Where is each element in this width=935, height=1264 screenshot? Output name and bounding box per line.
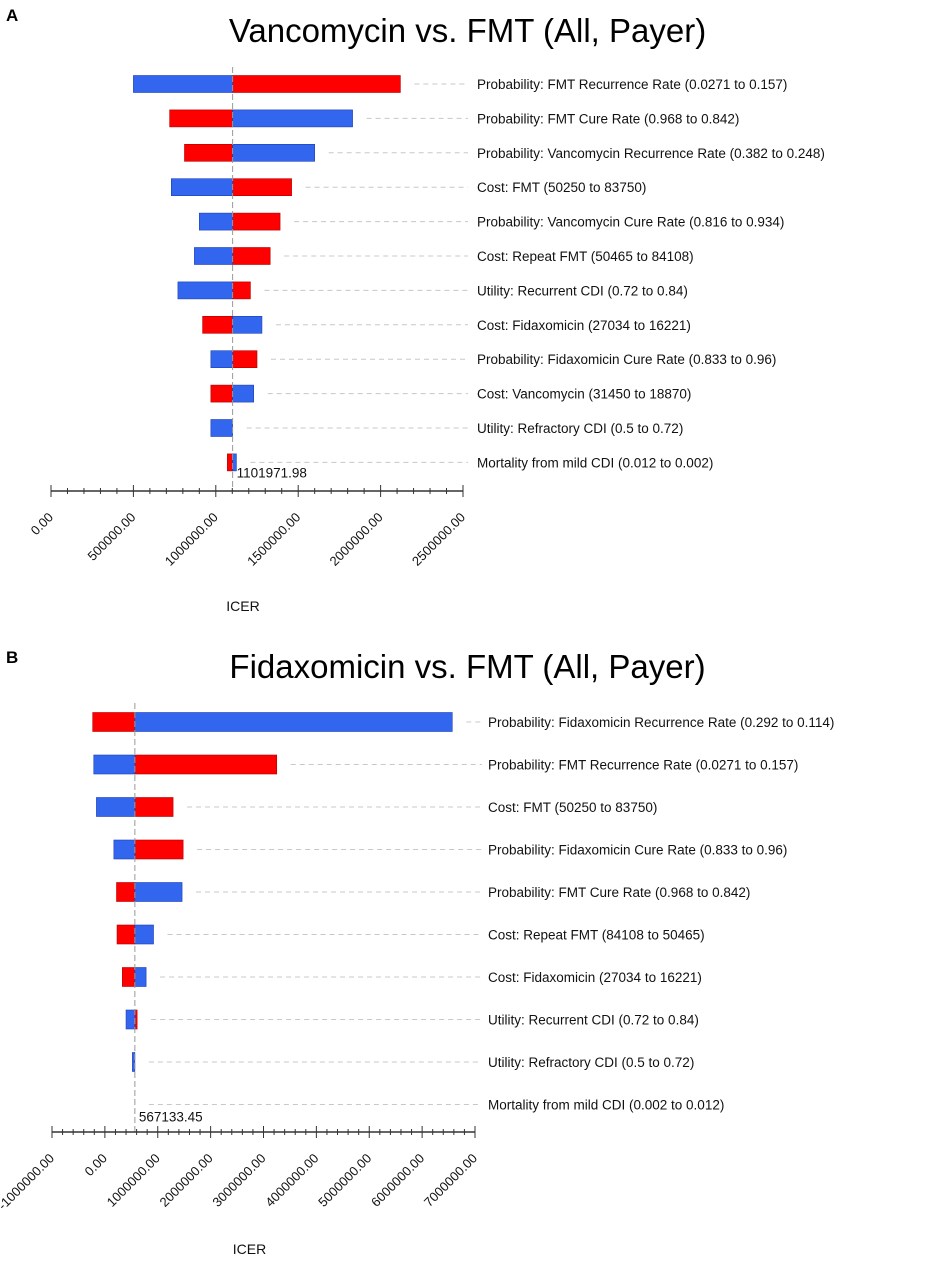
- row-label: Utility: Refractory CDI (0.5 to 0.72): [488, 1055, 694, 1070]
- x-tick-label: 0.00: [81, 1151, 110, 1180]
- x-tick-label: 1000000.00: [162, 510, 221, 569]
- row-label: Cost: FMT (50250 to 83750): [477, 180, 646, 195]
- x-tick-label: 2500000.00: [409, 510, 468, 569]
- bar-high: [125, 1009, 136, 1030]
- bar-high: [232, 109, 353, 128]
- x-axis-label: ICER: [233, 1241, 266, 1257]
- row-label: Utility: Recurrent CDI (0.72 to 0.84): [488, 1013, 699, 1028]
- base-value-label: 1101971.98: [237, 465, 307, 480]
- bar-low: [232, 75, 401, 93]
- bar-high: [232, 315, 263, 334]
- row-label: Probability: Fidaxomicin Cure Rate (0.83…: [477, 352, 776, 367]
- bar-high: [232, 384, 255, 403]
- bar-high: [134, 967, 147, 987]
- bar-high: [177, 281, 233, 300]
- row-label: Cost: Repeat FMT (84108 to 50465): [488, 928, 705, 943]
- bar-low: [232, 350, 258, 369]
- bar-high: [134, 882, 183, 902]
- bar-low: [134, 754, 278, 775]
- bar-low: [232, 247, 271, 265]
- bar-low: [122, 967, 136, 987]
- x-tick-label: 0.00: [28, 510, 57, 539]
- row-label: Probability: FMT Recurrence Rate (0.0271…: [488, 758, 798, 773]
- tornado-chart-a: Probability: FMT Recurrence Rate (0.0271…: [28, 67, 825, 614]
- row-label: Probability: Vancomycin Recurrence Rate …: [477, 146, 825, 161]
- chart-title: Vancomycin vs. FMT (All, Payer): [228, 12, 707, 49]
- row-label: Probability: Fidaxomicin Cure Rate (0.83…: [488, 843, 787, 858]
- panel-label: A: [6, 6, 19, 25]
- bar-low: [184, 144, 233, 162]
- panel-a: A Vancomycin vs. FMT (All, Payer) Probab…: [6, 6, 825, 614]
- x-tick-label: -1000000.00: [0, 1151, 57, 1213]
- chart-title: Fidaxomicin vs. FMT (All, Payer): [229, 648, 706, 685]
- x-tick-label: 3000000.00: [209, 1151, 268, 1210]
- x-tick-label: 1500000.00: [244, 510, 303, 569]
- row-label: Cost: FMT (50250 to 83750): [488, 800, 657, 815]
- bar-high: [232, 144, 315, 162]
- x-tick-label: 7000000.00: [421, 1151, 480, 1210]
- bar-high: [199, 212, 233, 231]
- bar-high: [113, 839, 136, 860]
- x-tick-label: 4000000.00: [262, 1151, 321, 1210]
- bar-low: [227, 453, 233, 472]
- bar-low: [116, 924, 136, 945]
- x-tick-label: 5000000.00: [315, 1151, 374, 1210]
- bar-high: [194, 247, 233, 265]
- bar-high: [133, 75, 233, 93]
- bar-high: [210, 350, 233, 369]
- bar-high: [171, 178, 233, 196]
- x-tick-label: 1000000.00: [104, 1151, 163, 1210]
- row-label: Cost: Fidaxomicin (27034 to 16221): [488, 970, 702, 985]
- row-label: Utility: Recurrent CDI (0.72 to 0.84): [477, 283, 688, 298]
- row-label: Probability: FMT Cure Rate (0.968 to 0.8…: [477, 111, 739, 126]
- panel-label: B: [6, 648, 19, 667]
- bar-high: [210, 419, 233, 437]
- bar-low: [169, 109, 233, 128]
- x-tick-label: 2000000.00: [327, 510, 386, 569]
- bar-low: [232, 281, 251, 300]
- bar-low: [232, 178, 292, 196]
- base-value-label: 567133.45: [139, 1110, 203, 1125]
- row-label: Probability: FMT Recurrence Rate (0.0271…: [477, 77, 787, 92]
- bar-high: [134, 924, 154, 945]
- row-label: Probability: Vancomycin Cure Rate (0.816…: [477, 215, 784, 230]
- x-tick-label: 2000000.00: [157, 1151, 216, 1210]
- row-label: Cost: Repeat FMT (50465 to 84108): [477, 249, 694, 264]
- x-axis-label: ICER: [226, 598, 259, 614]
- bar-low: [92, 712, 136, 732]
- bar-low: [210, 384, 233, 403]
- bar-low: [134, 839, 184, 860]
- bar-high: [134, 712, 453, 732]
- bar-high: [132, 1052, 136, 1072]
- row-label: Cost: Vancomycin (31450 to 18870): [477, 387, 691, 402]
- row-label: Mortality from mild CDI (0.012 to 0.002): [477, 455, 713, 470]
- row-label: Probability: Fidaxomicin Recurrence Rate…: [488, 715, 834, 730]
- panel-b: B Fidaxomicin vs. FMT (All, Payer) Proba…: [0, 632, 935, 1264]
- x-tick-label: 500000.00: [84, 510, 138, 564]
- tornado-chart-b: Probability: Fidaxomicin Recurrence Rate…: [0, 703, 834, 1257]
- bar-low: [202, 315, 233, 334]
- x-tick-label: 6000000.00: [368, 1151, 427, 1210]
- row-label: Utility: Refractory CDI (0.5 to 0.72): [477, 421, 683, 436]
- bar-high: [96, 797, 136, 817]
- row-label: Probability: FMT Cure Rate (0.968 to 0.8…: [488, 885, 750, 900]
- bar-high: [232, 453, 237, 472]
- row-label: Mortality from mild CDI (0.002 to 0.012): [488, 1098, 724, 1113]
- bar-low: [116, 882, 136, 902]
- bar-low: [232, 212, 281, 231]
- bar-high: [93, 754, 136, 775]
- bar-low: [134, 797, 174, 817]
- row-label: Cost: Fidaxomicin (27034 to 16221): [477, 318, 691, 333]
